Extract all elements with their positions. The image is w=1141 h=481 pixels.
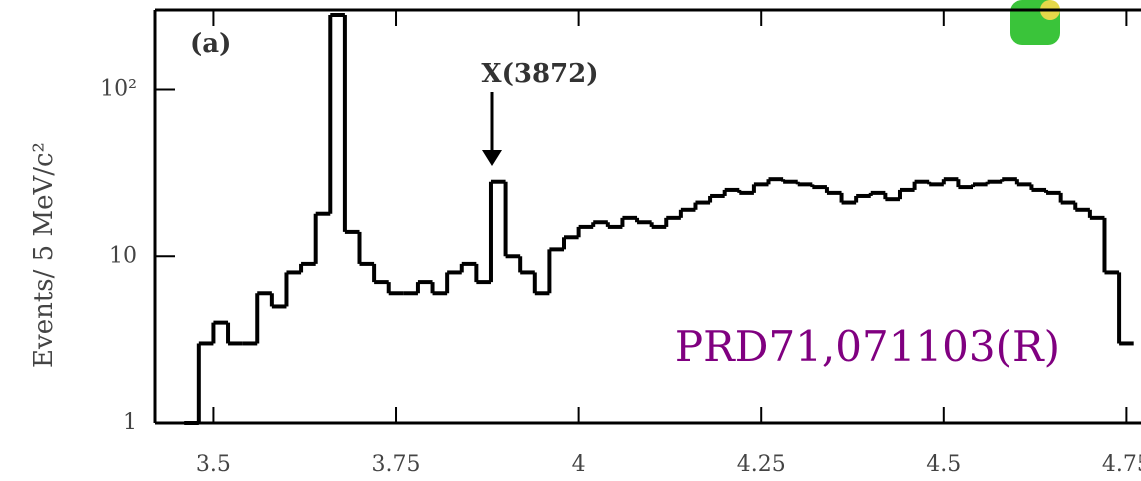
reference: PRD71,071103(R) <box>675 322 1060 371</box>
arrow-head <box>482 150 502 166</box>
peak-label: X(3872) <box>481 59 598 89</box>
y-tick-label: 10² <box>100 77 137 102</box>
x-tick-label: 3.5 <box>196 452 231 477</box>
y-axis-label: Events/ 5 MeV/c² <box>29 142 59 368</box>
panel-label: (a) <box>190 29 231 59</box>
y-tick-label: 10 <box>109 243 137 268</box>
x-tick-label: 4.75 <box>1102 452 1141 477</box>
x-tick-label: 3.75 <box>372 452 421 477</box>
mascot-icon <box>1010 0 1060 45</box>
x-tick-label: 4.5 <box>926 452 961 477</box>
x-tick-label: 4 <box>572 452 586 477</box>
y-tick-label: 1 <box>123 410 137 435</box>
x-tick-label: 4.25 <box>737 452 786 477</box>
